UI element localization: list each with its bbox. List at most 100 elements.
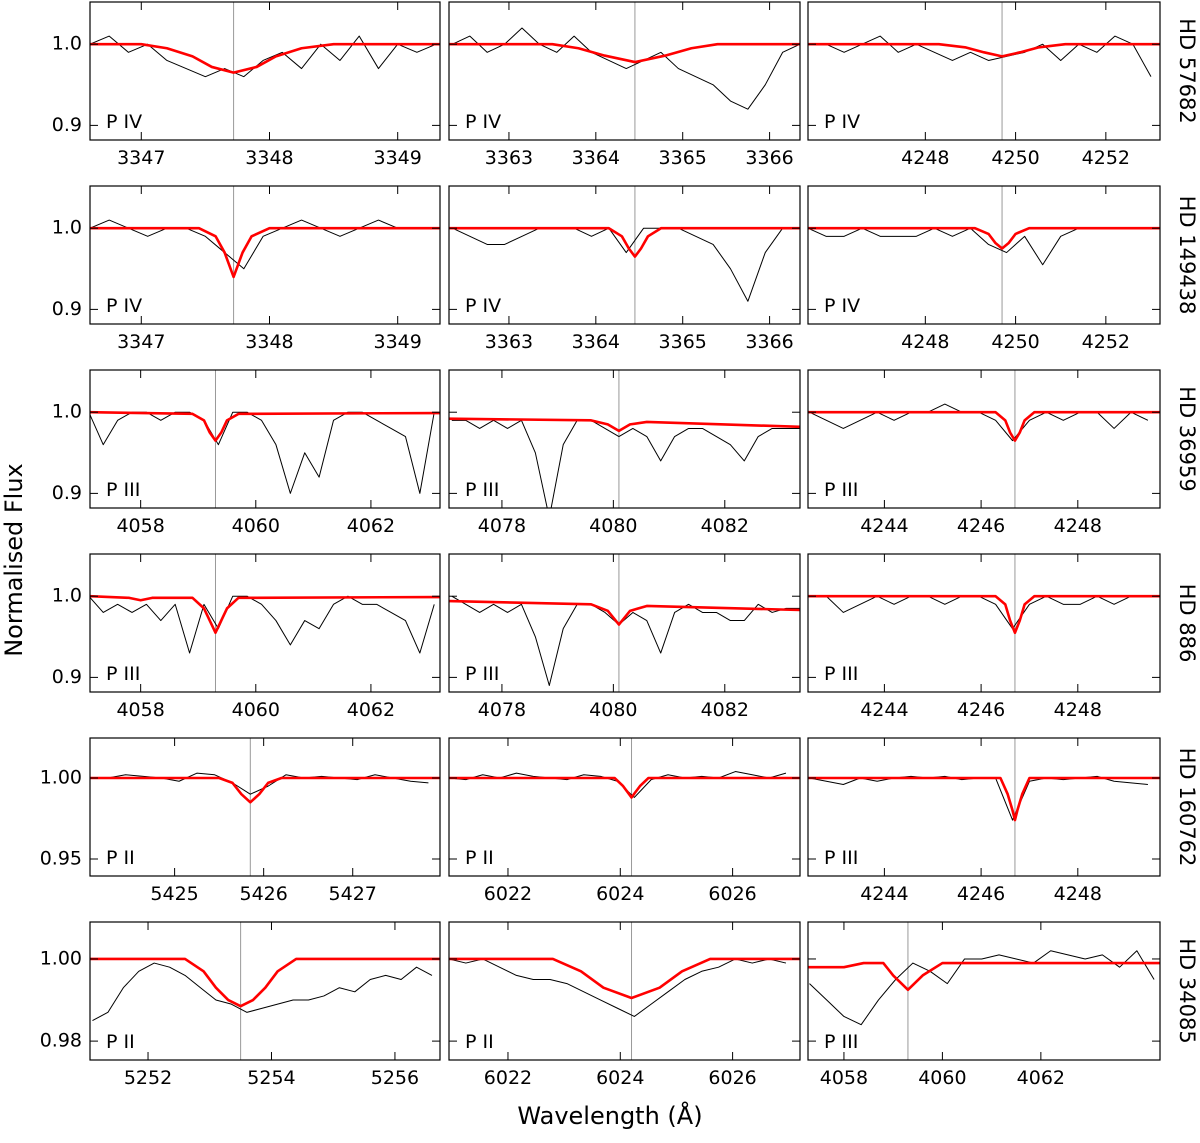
x-tick-label: 4058	[116, 515, 164, 537]
x-tick-label: 4250	[991, 331, 1039, 353]
model-spectrum	[90, 42, 440, 74]
panel: 3363 3364 3365 3366 P IV	[448, 1, 801, 169]
panel: 4058 4060 4062 0.9 1.0 P III	[52, 553, 441, 721]
y-tick-label: 0.9	[52, 482, 82, 504]
plot-area	[90, 554, 440, 692]
x-tick-label: 4078	[478, 699, 526, 721]
x-tick-label: 3349	[374, 147, 422, 169]
row-label: HD 160762	[1175, 748, 1199, 867]
plot-area	[90, 186, 440, 324]
x-tick-label: 6024	[596, 1067, 644, 1089]
x-tick-label: 3348	[245, 147, 293, 169]
line-annotation: P III	[465, 479, 499, 501]
plot-area	[90, 2, 440, 140]
x-tick-label: 6024	[596, 883, 644, 905]
x-tick-label: 4248	[901, 331, 949, 353]
panel: 3363 3364 3365 3366 P IV	[448, 185, 801, 353]
x-tick-label: 4248	[1054, 883, 1102, 905]
observed-spectrum	[92, 962, 433, 1022]
panel: 3347 3348 3349 0.9 1.0 P IV	[52, 185, 441, 353]
y-tick-label: 1.0	[52, 585, 82, 607]
x-tick-label: 4080	[589, 699, 637, 721]
row-label: HD 57682	[1175, 18, 1199, 123]
panel: 5252 5254 5256 0.98 1.00 P II	[40, 921, 441, 1089]
x-tick-label: 6026	[708, 1067, 756, 1089]
plot-area	[449, 738, 800, 876]
model-spectrum	[808, 410, 1160, 442]
line-annotation: P IV	[824, 295, 860, 317]
y-axis-label: Normalised Flux	[0, 463, 28, 657]
panel-frame	[89, 737, 441, 877]
observed-spectrum	[809, 950, 1155, 1026]
plot-area	[449, 554, 800, 692]
panel-frame	[807, 737, 1161, 877]
observed-spectrum	[449, 771, 787, 798]
panel: 4058 4060 4062 0.9 1.0 P III	[52, 369, 441, 537]
panel-frame	[807, 1, 1161, 141]
line-annotation: P III	[465, 663, 499, 685]
x-tick-label: 5425	[150, 883, 198, 905]
y-tick-label: 1.0	[52, 217, 82, 239]
x-tick-label: 4252	[1082, 147, 1130, 169]
panel: 4078 4080 4082 P III	[448, 369, 801, 537]
line-annotation: P III	[824, 847, 858, 869]
plot-area	[808, 2, 1160, 140]
x-tick-label: 4246	[957, 515, 1005, 537]
panel-frame	[807, 921, 1161, 1061]
line-annotation: P III	[106, 663, 140, 685]
model-spectrum	[449, 957, 800, 1000]
y-tick-label: 0.98	[40, 1030, 82, 1052]
x-tick-label: 3363	[485, 147, 533, 169]
line-annotation: P II	[106, 1031, 135, 1053]
observed-spectrum	[90, 595, 435, 654]
model-spectrum	[449, 776, 800, 799]
row-label: HD 34085	[1175, 938, 1199, 1043]
plot-area	[449, 186, 800, 324]
observed-spectrum	[808, 227, 1151, 266]
plot-area	[90, 922, 440, 1060]
panel: 6022 6024 6026 P II	[448, 737, 801, 905]
panel-frame	[448, 369, 801, 509]
model-spectrum	[90, 226, 440, 279]
plot-area	[90, 370, 440, 508]
panel-frame	[89, 369, 441, 509]
plot-area	[808, 554, 1160, 692]
model-spectrum	[90, 410, 440, 442]
row-label: HD 36959	[1175, 386, 1199, 491]
line-annotation: P III	[106, 479, 140, 501]
x-tick-label: 3363	[485, 331, 533, 353]
row-label: HD 886	[1175, 584, 1199, 663]
plot-area	[808, 738, 1160, 876]
plot-area	[808, 186, 1160, 324]
line-annotation: P IV	[465, 111, 501, 133]
y-tick-label: 0.9	[52, 114, 82, 136]
x-axis-label: Wavelength (Å)	[517, 1101, 702, 1130]
x-tick-label: 3366	[745, 147, 793, 169]
observed-spectrum	[452, 227, 800, 302]
x-tick-label: 3364	[572, 147, 620, 169]
x-tick-label: 4252	[1082, 331, 1130, 353]
line-annotation: P IV	[824, 111, 860, 133]
panel: 4248 4250 4252 P IV	[807, 1, 1161, 169]
x-tick-label: 4248	[901, 147, 949, 169]
x-tick-label: 6022	[484, 1067, 532, 1089]
panel-frame	[448, 185, 801, 325]
x-tick-label: 4248	[1054, 515, 1102, 537]
x-tick-label: 5254	[247, 1067, 295, 1089]
x-tick-label: 4246	[957, 883, 1005, 905]
x-tick-label: 4244	[860, 515, 908, 537]
x-tick-label: 4060	[232, 699, 280, 721]
x-tick-label: 4062	[347, 699, 395, 721]
line-annotation: P II	[465, 1031, 494, 1053]
observed-spectrum	[90, 772, 429, 795]
y-tick-label: 0.9	[52, 298, 82, 320]
panel-frame	[448, 737, 801, 877]
panel-frame	[807, 185, 1161, 325]
line-annotation: P III	[824, 479, 858, 501]
line-annotation: P II	[465, 847, 494, 869]
row-label: HD 149438	[1175, 196, 1199, 315]
line-annotation: P III	[824, 663, 858, 685]
panel-frame	[89, 1, 441, 141]
x-tick-label: 4062	[1017, 1067, 1065, 1089]
model-spectrum	[90, 776, 440, 804]
